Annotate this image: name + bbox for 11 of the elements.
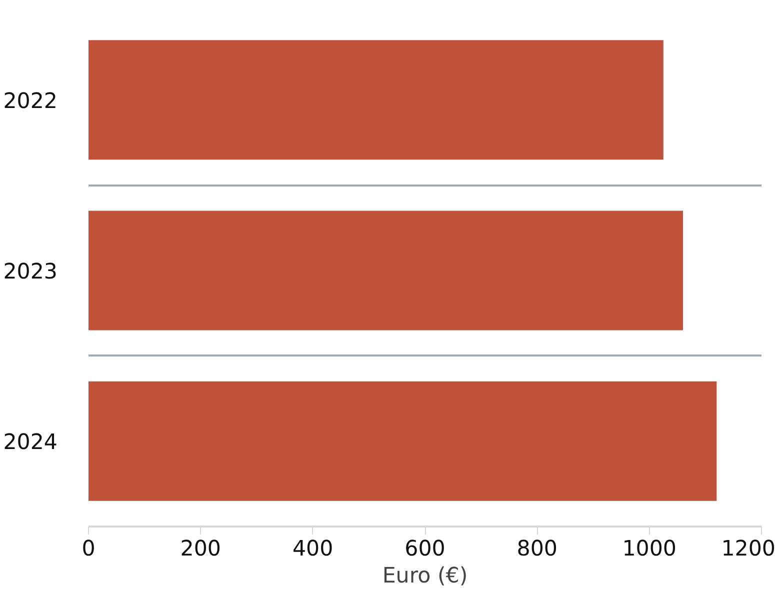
- y-tick-label: 2024: [3, 430, 58, 456]
- x-tick-label: 400: [292, 536, 334, 562]
- x-tick-label: 1200: [721, 536, 775, 562]
- x-tick-label: 800: [516, 536, 558, 562]
- x-axis-title: Euro (€): [382, 564, 468, 588]
- x-tick-label: 600: [404, 536, 446, 562]
- y-tick-label: 2022: [3, 88, 58, 114]
- y-tick-label: 2023: [3, 260, 58, 284]
- x-tick-label: 0: [82, 536, 96, 562]
- x-tick-label: 1000: [622, 536, 676, 562]
- x-tick-label: 200: [180, 536, 222, 562]
